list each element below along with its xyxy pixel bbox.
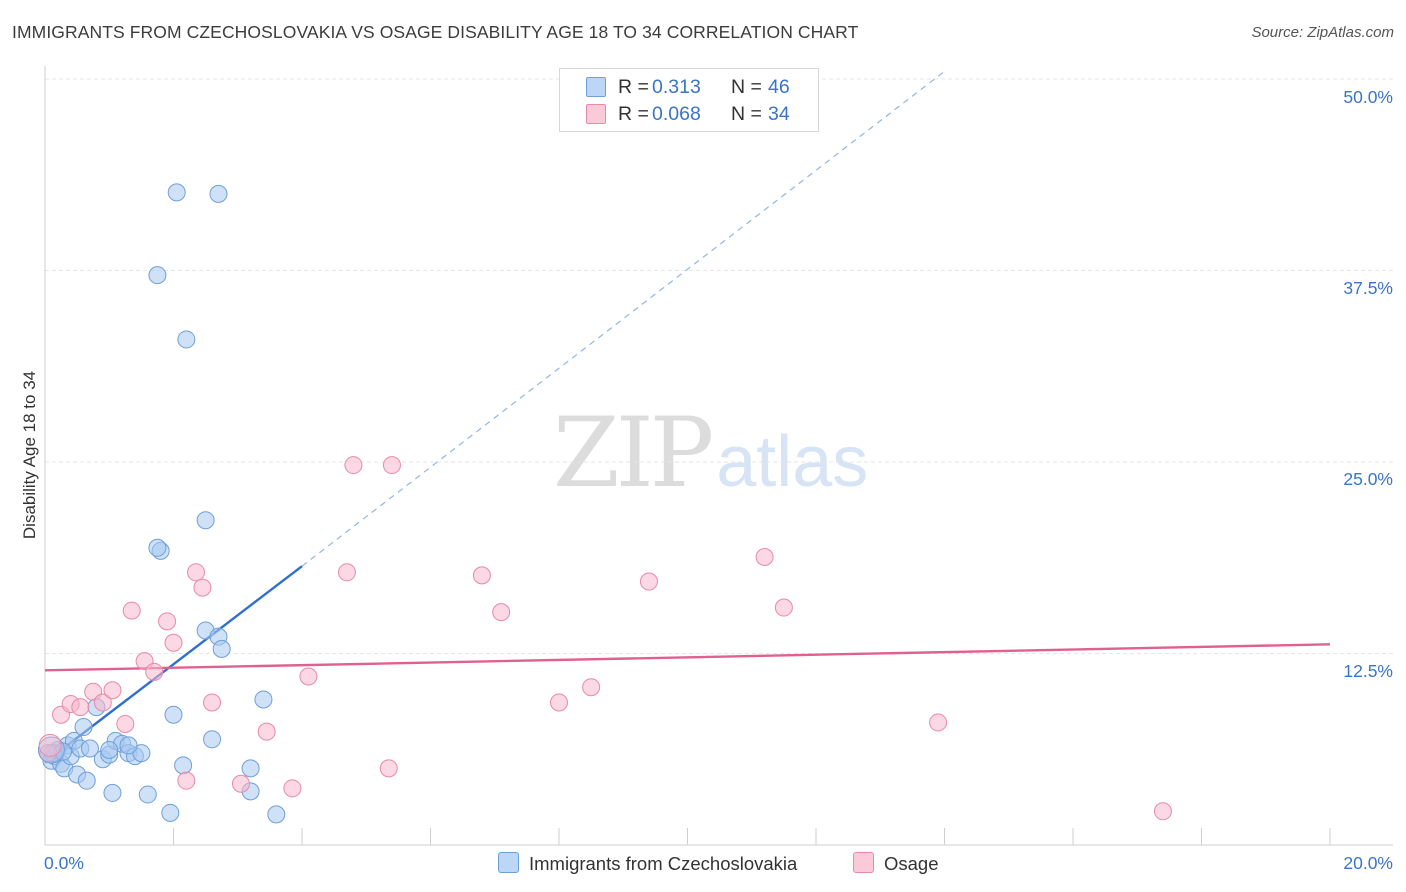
y-tick-label-50: 50.0% — [1343, 87, 1393, 107]
point-czechoslovakia — [100, 741, 119, 760]
point-czechoslovakia — [267, 805, 286, 824]
x-tick-label-max: 20.0% — [1343, 853, 1393, 873]
watermark-zip: ZIP — [553, 397, 714, 509]
point-osage — [472, 566, 491, 585]
r-label: R = — [618, 103, 649, 125]
point-osage — [116, 714, 135, 733]
point-czechoslovakia — [203, 730, 222, 749]
point-czechoslovakia — [164, 705, 183, 724]
point-czechoslovakia — [138, 785, 157, 804]
n-label: N = — [731, 103, 762, 125]
y-tick-label-37-5: 37.5% — [1343, 278, 1393, 298]
legend-label-czechoslovakia: Immigrants from Czechoslovakia — [529, 853, 798, 874]
point-osage — [177, 771, 196, 790]
r-value: 0.068 — [652, 103, 701, 125]
n-label: N = — [731, 76, 762, 98]
legend-label-osage: Osage — [884, 853, 939, 874]
point-czechoslovakia — [74, 718, 93, 737]
point-osage — [164, 633, 183, 652]
point-czechoslovakia — [148, 538, 167, 557]
y-axis-label: Disability Age 18 to 34 — [20, 370, 39, 540]
point-osage — [158, 612, 177, 631]
point-czechoslovakia — [177, 330, 196, 349]
point-czechoslovakia — [77, 771, 96, 790]
point-osage — [145, 662, 164, 681]
stats-legend: R = 0.313 N = 46 R = 0.068 N = 34 — [559, 68, 819, 132]
r-value: 0.313 — [652, 76, 701, 98]
source-label: Source: ZipAtlas.com — [1251, 24, 1394, 41]
point-czechoslovakia — [254, 690, 273, 709]
point-osage — [774, 598, 793, 617]
point-czechoslovakia — [161, 803, 180, 822]
point-osage — [550, 693, 568, 712]
point-osage — [193, 578, 212, 597]
point-czechoslovakia — [119, 736, 138, 755]
point-osage — [103, 681, 122, 700]
r-label: R = — [618, 76, 649, 98]
point-czechoslovakia — [196, 511, 215, 530]
point-osage — [71, 698, 90, 717]
point-osage — [203, 693, 222, 712]
point-osage — [122, 601, 141, 620]
point-osage — [755, 547, 774, 566]
n-value: 46 — [768, 76, 790, 98]
watermark: ZIPatlas — [553, 405, 868, 502]
point-osage — [379, 759, 398, 778]
trend-lines — [44, 70, 1331, 764]
point-osage — [344, 456, 363, 475]
point-czechoslovakia — [212, 639, 231, 658]
point-czechoslovakia — [241, 759, 260, 778]
trend-czechoslovakia-extension — [301, 70, 945, 567]
point-osage — [582, 678, 601, 697]
point-osage — [337, 563, 356, 582]
axes — [44, 66, 1393, 846]
grid-lines — [45, 78, 1393, 654]
point-osage — [299, 667, 318, 686]
point-czechoslovakia — [174, 756, 193, 775]
n-value: 34 — [768, 103, 790, 125]
point-czechoslovakia — [209, 184, 228, 203]
y-tick-label-25: 25.0% — [1343, 469, 1393, 489]
point-osage — [1153, 802, 1172, 821]
data-points — [37, 183, 1172, 824]
swatch-czechoslovakia — [586, 77, 606, 97]
point-czechoslovakia — [148, 266, 167, 285]
point-czechoslovakia-cluster — [37, 736, 65, 764]
point-osage — [186, 563, 205, 582]
legend-item-osage: Osage — [853, 852, 939, 876]
point-osage — [283, 779, 302, 798]
y-tick-label-12-5: 12.5% — [1343, 661, 1393, 681]
point-czechoslovakia — [103, 783, 122, 802]
point-osage-cluster — [38, 733, 62, 757]
point-osage — [231, 774, 250, 793]
point-osage — [382, 456, 401, 475]
chart-title: IMMIGRANTS FROM CZECHOSLOVAKIA VS OSAGE … — [12, 22, 859, 42]
point-osage — [257, 722, 276, 741]
point-osage — [929, 713, 948, 732]
point-czechoslovakia — [167, 183, 186, 202]
point-osage — [39, 744, 58, 763]
point-osage — [639, 572, 658, 591]
swatch-osage — [586, 104, 606, 124]
legend-item-czechoslovakia: Immigrants from Czechoslovakia — [498, 852, 797, 876]
point-czechoslovakia — [80, 739, 99, 758]
trend-osage — [44, 643, 1331, 672]
point-osage — [492, 603, 511, 622]
point-osage — [93, 693, 112, 712]
legend-swatch-czechoslovakia — [498, 852, 519, 873]
legend-swatch-osage — [853, 852, 874, 873]
x-tick-label-min: 0.0% — [44, 853, 84, 873]
